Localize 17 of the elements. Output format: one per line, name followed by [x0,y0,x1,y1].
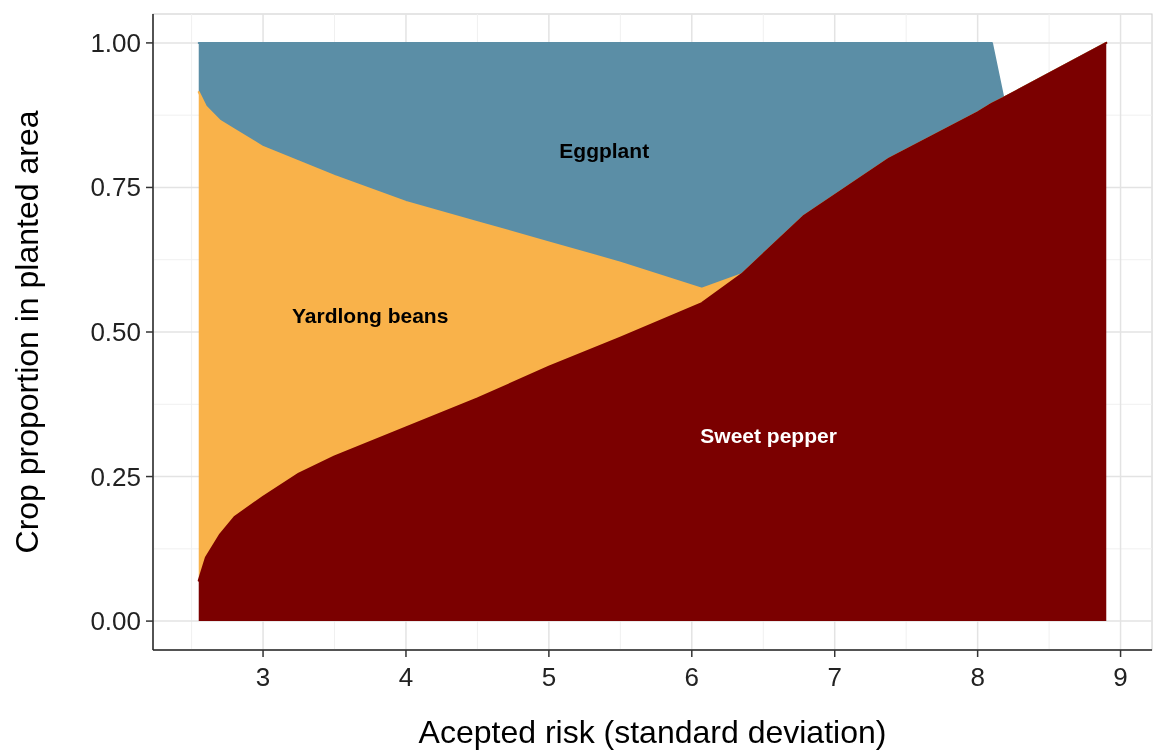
y-tick-label: 1.00 [90,27,141,58]
x-tick-label: 8 [970,662,985,692]
y-axis-title: Crop proportion in planted area [9,110,45,554]
x-tick-label: 7 [827,662,842,692]
y-tick-label: 0.25 [90,461,141,492]
series-label: Sweet pepper [700,423,837,447]
series-label: Yardlong beans [292,303,449,327]
x-axis-title: Acepted risk (standard deviation) [418,714,887,750]
y-tick-label: 0.75 [90,172,141,203]
x-tick-label: 9 [1113,662,1128,692]
x-tick-label: 4 [398,662,414,692]
y-tick-label: 0.50 [90,317,141,347]
x-tick-label: 6 [684,662,700,692]
x-tick-label: 3 [255,662,271,692]
series-label: Eggplant [559,138,650,162]
y-tick-label: 0.00 [90,606,141,637]
x-tick-label: 5 [541,662,557,692]
